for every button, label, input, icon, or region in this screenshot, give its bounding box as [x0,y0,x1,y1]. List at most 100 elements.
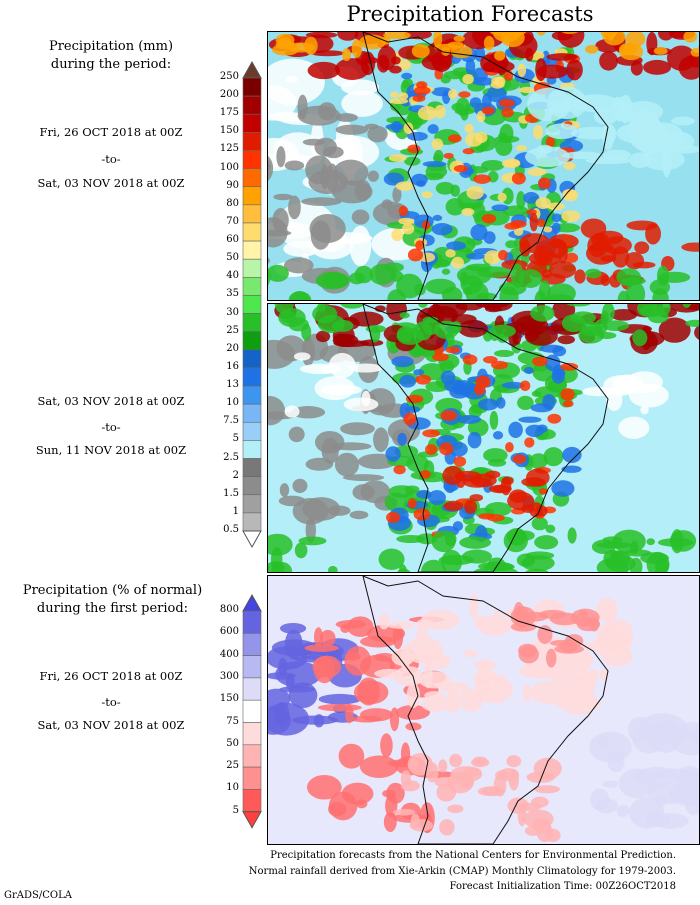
precip-field [551,480,575,497]
coastline [362,32,609,300]
precip-field [498,249,508,261]
precip-field [268,702,310,736]
precip-field [567,527,577,544]
precip-field [521,477,546,487]
precip-field [518,416,542,423]
panel1-start: Fri, 26 OCT 2018 at 00Z [39,125,183,139]
precip-field [564,252,579,263]
precip-field [606,32,615,41]
precip-field [634,241,650,254]
colorbar-tick-label: 13 [226,379,239,391]
precip-field [284,257,314,274]
precip-field [471,201,486,222]
precip-field [432,154,443,163]
precip-field [404,156,421,166]
precip-field [619,43,637,56]
precip-field [386,511,401,524]
precip-field [331,319,354,332]
precip-field [373,427,389,452]
precip-field [552,345,567,357]
precip-field [391,228,404,242]
colorbar-tick-label: 75 [226,715,239,727]
precip-field [389,65,402,74]
coastline [362,576,609,844]
panel3-start: Fri, 26 OCT 2018 at 00Z [39,669,183,683]
precip-field [532,356,548,367]
precip-field [405,406,421,413]
precip-field [625,281,646,300]
precip-field [407,131,428,141]
precip-field [475,375,491,389]
precip-field [488,324,516,338]
precip-field [499,286,519,300]
precip-field [574,269,586,284]
colorbar-tick-label: 175 [219,107,239,119]
colorbar-swatch [242,610,262,634]
precip-field [481,213,497,224]
precip-field [518,269,543,288]
precip-field [477,398,499,411]
precip-field [421,559,447,572]
precip-field [669,782,699,806]
precip-field [544,354,561,372]
precip-field [646,551,670,572]
precip-field [427,124,439,134]
colorbar-over-triangle [242,593,262,612]
precip-field [599,669,609,681]
precip-field [435,181,455,195]
panel1-heading: Precipitation (mm) during the period: [0,38,222,74]
precip-field [525,146,570,168]
precip-field [384,492,408,512]
colorbar-swatch [242,132,262,151]
precip-field [551,222,561,234]
colorbar-tick-label: 125 [219,143,239,155]
precip-field [547,283,576,300]
precip-field [475,131,488,144]
colorbar-tick-label: 80 [226,197,239,209]
precip-field [448,134,462,143]
precip-field [348,272,365,285]
precip-field [447,804,464,814]
precip-field [434,104,446,119]
precip-field [494,135,520,143]
precip-field [377,45,397,71]
precip-field [599,51,618,71]
precip-field [288,426,305,443]
precip-field [424,691,445,700]
precip-field [617,290,630,300]
precip-field [378,613,390,630]
precip-field [602,536,623,544]
precip-field [545,524,556,534]
precip-field [647,778,657,793]
precip-field [445,249,456,258]
precip-field [489,410,499,430]
precip-field [643,59,672,75]
precip-field [322,272,349,289]
map-precip-percent-normal [267,575,700,845]
precip-field [454,470,482,482]
precip-field [438,554,475,566]
precip-field [312,655,342,678]
precip-field [466,252,486,260]
precip-field [401,223,415,235]
colorbar-swatch [242,476,262,496]
precip-field [445,198,465,216]
precip-field [491,76,504,85]
colorbar-swatch [242,150,262,169]
coastline [362,304,609,572]
precip-field [432,352,449,362]
precip-field [284,629,303,660]
precip-field [481,786,504,796]
precip-field [340,304,365,309]
precip-field [367,125,388,143]
precip-field [298,536,327,546]
precip-field [313,714,325,728]
precip-field [392,186,402,203]
precip-field [421,610,460,630]
precip-field [383,172,405,186]
precip-field [536,144,553,154]
precip-field [534,785,561,794]
precip-field [550,660,587,687]
colorbar-tick-label: 90 [226,179,239,191]
precip-field [268,565,270,572]
